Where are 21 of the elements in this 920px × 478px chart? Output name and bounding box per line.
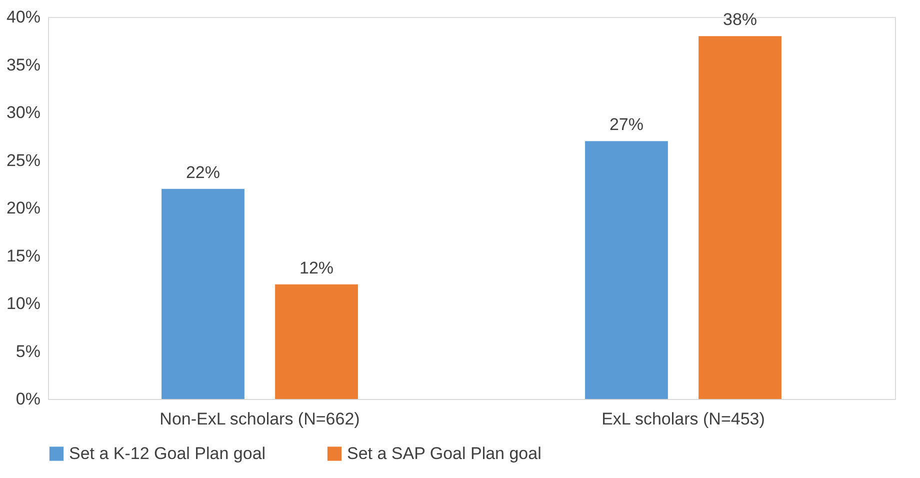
x-tick-label: ExL scholars (N=453) — [602, 410, 765, 428]
bar — [585, 141, 668, 399]
y-tick-label: 20% — [6, 198, 40, 218]
y-tick-label: 5% — [16, 342, 40, 361]
legend-label: Set a K-12 Goal Plan goal — [69, 444, 266, 463]
y-tick-label: 10% — [6, 294, 40, 313]
data-label: 27% — [609, 115, 644, 134]
data-label: 22% — [186, 162, 220, 182]
x-tick-label: Non-ExL scholars (N=662) — [160, 410, 360, 428]
data-label: 38% — [723, 10, 758, 30]
y-tick-label: 40% — [6, 8, 40, 26]
y-tick-label: 15% — [6, 246, 40, 266]
y-tick-label: 30% — [6, 103, 40, 122]
legend-label: Set a SAP Goal Plan goal — [347, 444, 542, 463]
bar — [698, 36, 782, 399]
bar — [275, 284, 358, 399]
y-tick-label: 25% — [6, 150, 40, 170]
bar — [162, 188, 244, 399]
data-label: 12% — [300, 258, 334, 278]
y-tick-label: 0% — [16, 390, 40, 408]
y-tick-label: 35% — [6, 55, 40, 74]
